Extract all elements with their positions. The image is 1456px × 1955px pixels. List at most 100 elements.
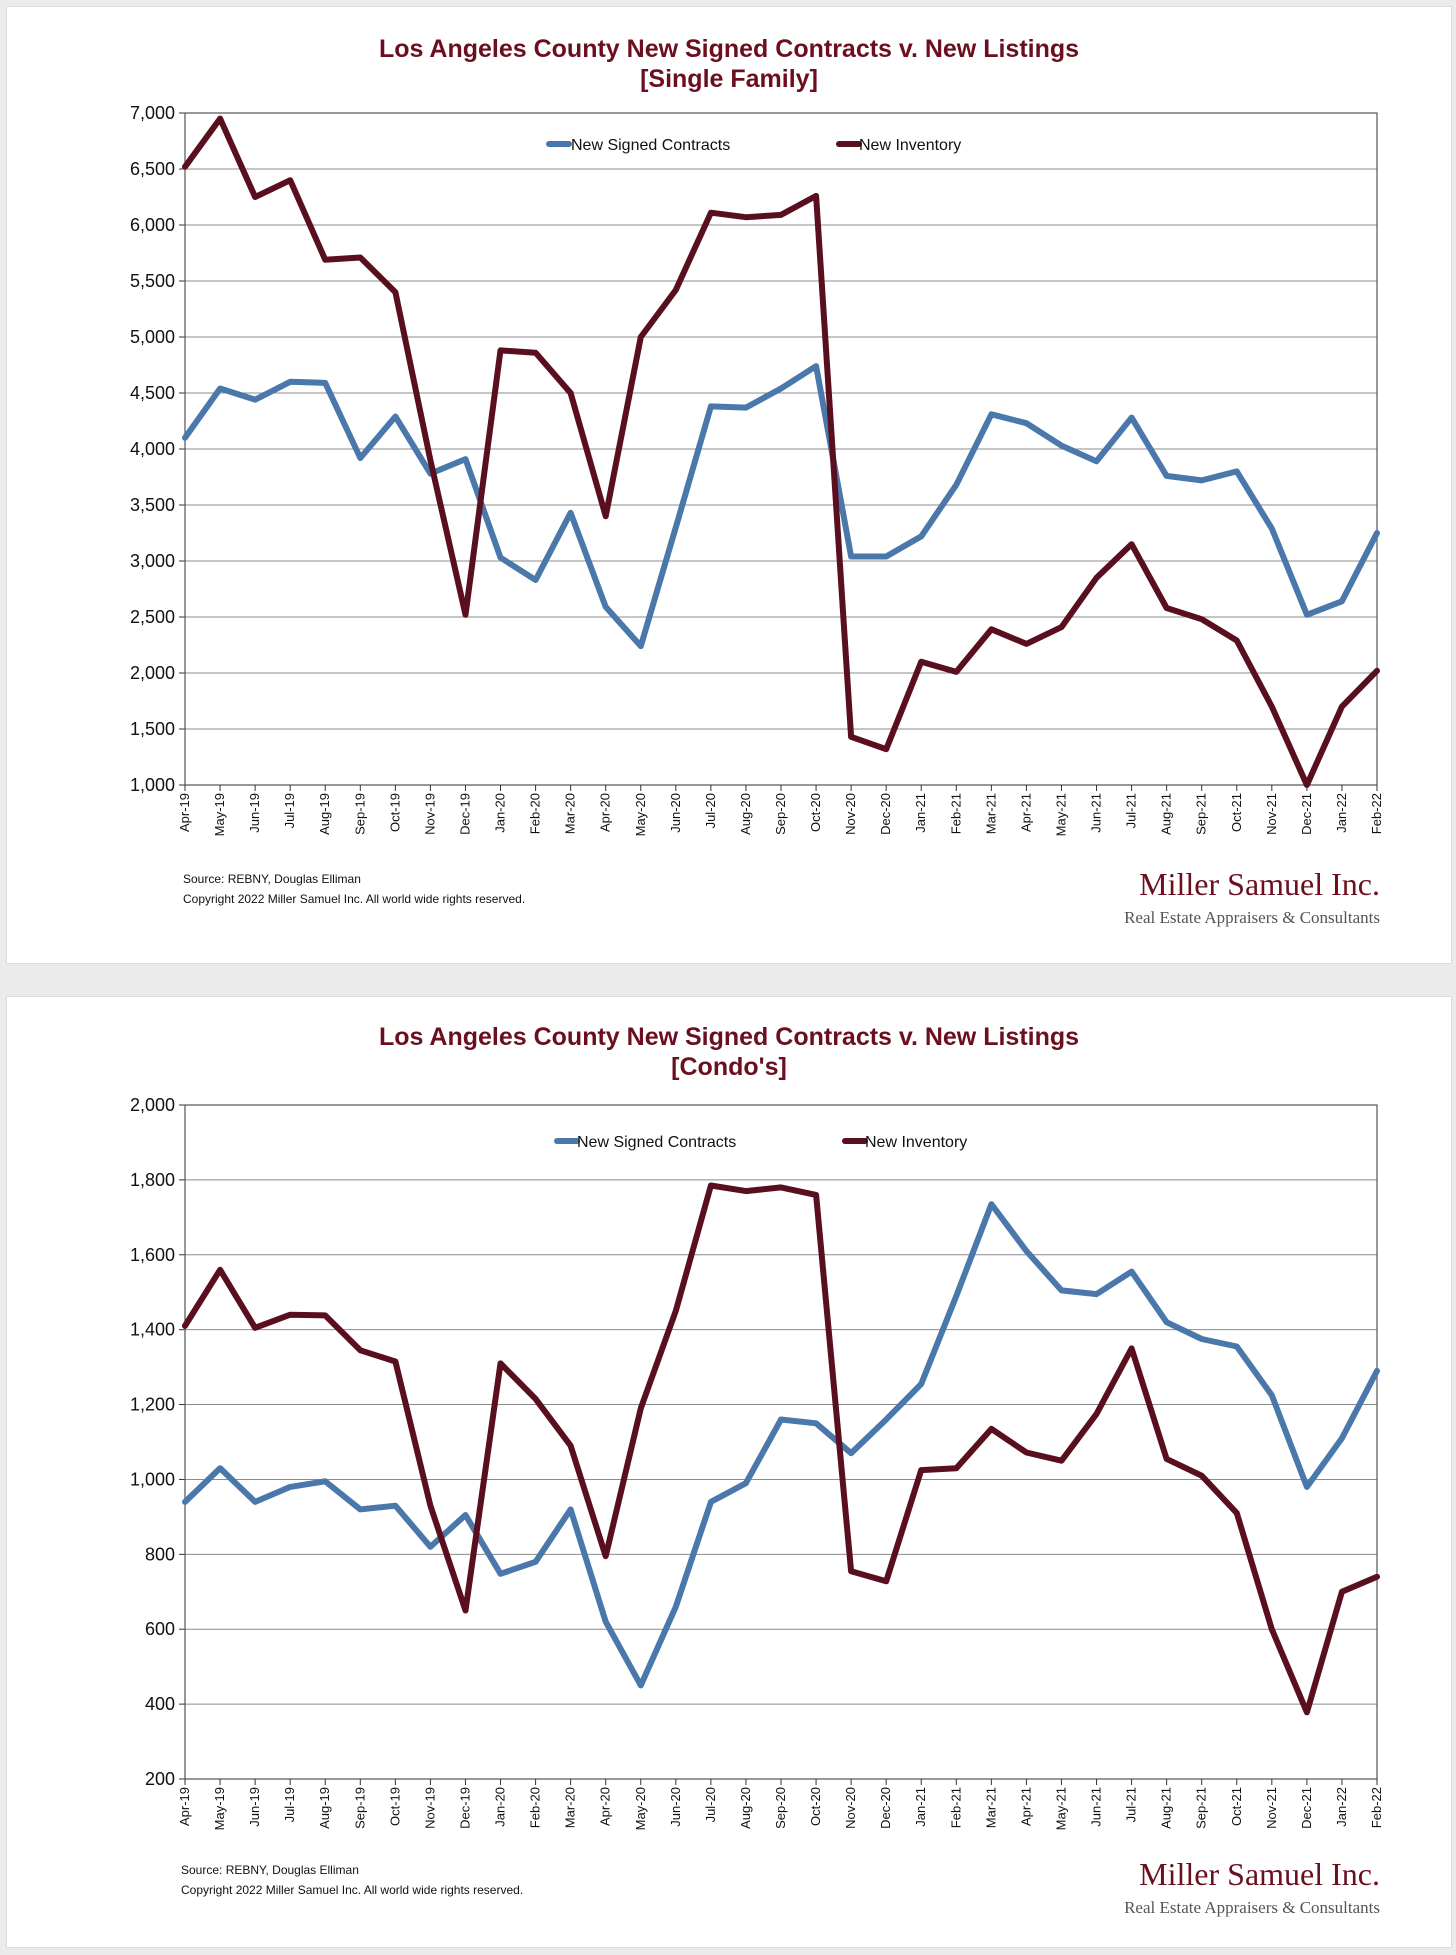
brand-logo-name: Miller Samuel Inc. [1139, 1856, 1380, 1892]
x-tick-label: Feb-21 [948, 793, 963, 834]
series-line-inventory [182, 1182, 1380, 1716]
y-tick-label: 7,000 [130, 103, 175, 123]
x-tick-label: Sep-20 [773, 1787, 788, 1829]
x-tick-label: Nov-19 [422, 793, 437, 835]
x-tick-label: Nov-19 [422, 1787, 437, 1829]
y-tick-label: 2,500 [130, 607, 175, 627]
series-lines [182, 1182, 1380, 1716]
x-tick-label: Mar-20 [563, 1787, 578, 1828]
x-tick-label: Mar-20 [563, 793, 578, 834]
x-tick-label: Mar-21 [983, 1787, 998, 1828]
y-tick-label: 800 [145, 1544, 175, 1564]
y-tick-label: 400 [145, 1694, 175, 1714]
y-tick-label: 200 [145, 1769, 175, 1789]
x-tick-label: Apr-20 [598, 1787, 613, 1826]
x-tick-label: Jul-21 [1124, 793, 1139, 828]
chart-single-family: Los Angeles County New Signed Contracts … [130, 35, 1384, 927]
x-tick-label: Jan-21 [913, 1787, 928, 1827]
x-tick-label: Aug-20 [738, 1787, 753, 1829]
legend: New Signed Contracts New Inventory [546, 137, 961, 154]
x-tick-label: Dec-19 [457, 793, 472, 835]
y-axis-ticks: 1,000 1,500 2,000 2,500 3,000 3,500 4,000 4,500… [130, 103, 175, 795]
x-tick-label: Dec-20 [878, 1787, 893, 1829]
x-tick-label: Jan-21 [913, 793, 928, 833]
x-tick-label: Jan-20 [493, 1787, 508, 1827]
x-tick-label: Jan-22 [1334, 793, 1349, 833]
x-tick-label: Apr-21 [1018, 1787, 1033, 1826]
plot-area-border [184, 1104, 1378, 1780]
y-tick-label: 2,000 [130, 1095, 175, 1115]
x-tick-label: Oct-19 [387, 1787, 402, 1826]
x-tick-label: Sep-21 [1194, 793, 1209, 835]
x-tick-label: Jan-20 [493, 793, 508, 833]
x-tick-label: May-20 [633, 793, 648, 836]
y-tick-label: 5,500 [130, 271, 175, 291]
brand-logo-tagline: Real Estate Appraisers & Consultants [1124, 908, 1380, 927]
y-tick-label: 1,000 [130, 1469, 175, 1489]
x-tick-label: Aug-19 [317, 1787, 332, 1829]
x-tick-label: Dec-21 [1299, 1787, 1314, 1829]
x-tick-label: Dec-19 [457, 1787, 472, 1829]
x-tick-label: Dec-20 [878, 793, 893, 835]
legend-label-contracts: New Signed Contracts [577, 1134, 736, 1151]
x-axis-ticks: Apr-19 May-19 Jun-19 Jul-19 Aug-19 Sep-19 Oct-… [177, 1779, 1384, 1830]
x-tick-label: Jun-20 [668, 793, 683, 833]
copyright-note: Copyright 2022 Miller Samuel Inc. All wo… [181, 1883, 523, 1897]
y-tick-label: 1,000 [130, 775, 175, 795]
y-tick-label: 4,500 [130, 383, 175, 403]
chart-subtitle: [Condo's] [671, 1053, 787, 1081]
y-tick-label: 1,400 [130, 1320, 175, 1340]
x-tick-label: Sep-21 [1194, 1787, 1209, 1829]
x-tick-label: Oct-21 [1229, 1787, 1244, 1826]
y-tick-label: 1,500 [130, 719, 175, 739]
y-tick-label: 2,000 [130, 663, 175, 683]
x-tick-label: Jan-22 [1334, 1787, 1349, 1827]
x-tick-label: May-20 [633, 1787, 648, 1830]
x-tick-label: May-19 [212, 793, 227, 836]
x-tick-label: Aug-21 [1159, 1787, 1174, 1829]
y-tick-label: 1,200 [130, 1395, 175, 1415]
x-tick-label: Jun-19 [247, 1787, 262, 1827]
y-axis-ticks: 200 400 600 800 1,000 1,200 1,400 1,600 1,800 2,0… [130, 1095, 175, 1789]
chart-panel-single-family: Los Angeles County New Signed Contracts … [6, 6, 1452, 964]
x-tick-label: Oct-20 [808, 1787, 823, 1826]
x-tick-label: Jul-20 [703, 793, 718, 828]
x-tick-label: Aug-21 [1159, 793, 1174, 835]
x-tick-label: Oct-21 [1229, 793, 1244, 832]
x-tick-label: Nov-20 [843, 793, 858, 835]
series-lines [182, 115, 1380, 788]
chart-subtitle: [Single Family] [640, 65, 818, 93]
y-tick-label: 6,000 [130, 215, 175, 235]
x-tick-label: Jun-19 [247, 793, 262, 833]
y-tick-label: 5,000 [130, 327, 175, 347]
y-tick-label: 600 [145, 1619, 175, 1639]
x-tick-label: Jun-20 [668, 1787, 683, 1827]
y-tick-label: 4,000 [130, 439, 175, 459]
legend-label-contracts: New Signed Contracts [571, 137, 730, 154]
x-tick-label: Oct-20 [808, 793, 823, 832]
x-tick-label: Feb-22 [1369, 793, 1384, 834]
x-tick-label: Jun-21 [1089, 1787, 1104, 1827]
y-tick-label: 3,500 [130, 495, 175, 515]
x-tick-label: Jul-20 [703, 1787, 718, 1822]
x-tick-label: Jun-21 [1089, 793, 1104, 833]
x-tick-label: Sep-20 [773, 793, 788, 835]
legend: New Signed Contracts New Inventory [554, 1134, 967, 1151]
x-tick-label: Feb-22 [1369, 1787, 1384, 1828]
legend-label-inventory: New Inventory [865, 1134, 967, 1151]
x-tick-label: Nov-21 [1264, 793, 1279, 835]
source-note: Source: REBNY, Douglas Elliman [181, 1863, 359, 1877]
x-tick-label: Feb-21 [948, 1787, 963, 1828]
chart-title: Los Angeles County New Signed Contracts … [379, 35, 1079, 63]
chart-panel-condo: Los Angeles County New Signed Contracts … [6, 996, 1452, 1948]
x-tick-label: May-19 [212, 1787, 227, 1830]
chart-condo: Los Angeles County New Signed Contracts … [130, 1023, 1384, 1917]
copyright-note: Copyright 2022 Miller Samuel Inc. All wo… [183, 892, 525, 906]
x-tick-label: Jul-19 [282, 1787, 297, 1822]
x-tick-label: Nov-21 [1264, 1787, 1279, 1829]
x-tick-label: Jul-21 [1124, 1787, 1139, 1822]
series-line-contracts [182, 363, 1380, 650]
x-tick-label: Aug-19 [317, 793, 332, 835]
x-tick-label: Oct-19 [387, 793, 402, 832]
source-note: Source: REBNY, Douglas Elliman [183, 872, 361, 886]
